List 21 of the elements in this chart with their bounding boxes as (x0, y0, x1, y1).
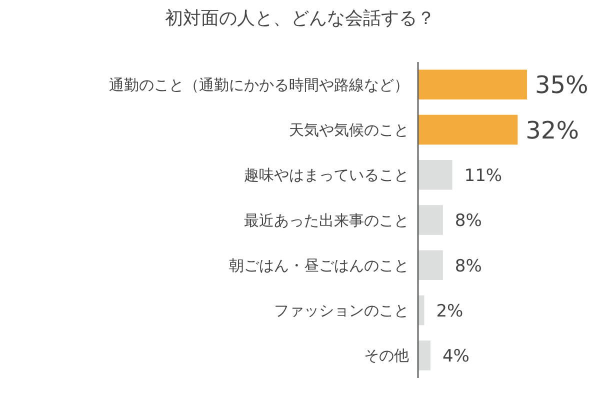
bar (418, 160, 452, 190)
y-tick-label: ファッションのこと (274, 302, 409, 320)
data-label: 8% (454, 211, 482, 232)
data-label: 11% (464, 166, 502, 186)
chart-title: 初対面の人と、どんな会話する？ (165, 8, 435, 29)
data-label: 4% (442, 346, 470, 367)
bar (418, 340, 430, 370)
y-tick-label: 趣味やはまっていること (244, 166, 409, 184)
bar (418, 70, 527, 100)
bar (418, 114, 518, 145)
data-label: 2% (436, 301, 464, 322)
data-label: 35% (535, 71, 588, 100)
bar (418, 250, 443, 280)
y-tick-label: 最近あった出来事のこと (244, 211, 409, 230)
bar (418, 205, 443, 235)
y-tick-label: その他 (364, 346, 409, 365)
y-tick-label: 天気や気候のこと (289, 120, 409, 139)
data-label: 8% (454, 256, 482, 276)
y-tick-label: 朝ごはん・昼ごはんのこと (229, 256, 409, 274)
y-tick-label: 通勤のこと（通勤にかかる時間や路線など） (109, 76, 409, 94)
data-label: 32% (526, 116, 579, 144)
